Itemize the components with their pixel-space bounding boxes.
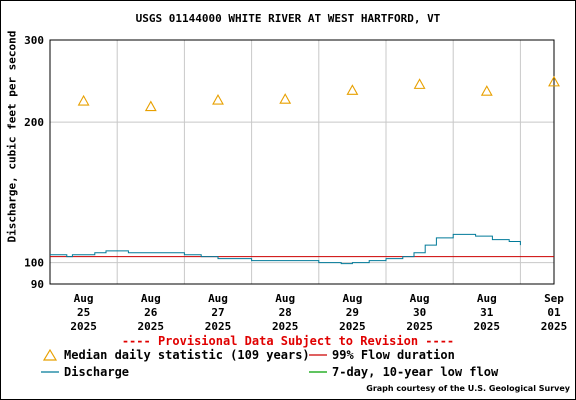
median-marker	[548, 75, 560, 87]
median-marker	[346, 84, 359, 95]
legend-flow-duration: 99% Flow duration	[308, 348, 455, 362]
x-tick-label: 2025	[474, 320, 501, 333]
legend-median: Median daily statistic (109 years)	[40, 348, 310, 362]
discharge-line	[50, 233, 521, 265]
legend-discharge: Discharge	[40, 365, 129, 379]
x-tick-label: Sep	[544, 292, 564, 305]
x-tick-label: 2025	[205, 320, 232, 333]
legend-discharge-label: Discharge	[64, 365, 130, 379]
median-marker	[212, 93, 224, 105]
x-tick-label: 26	[144, 306, 158, 319]
median-marker	[77, 94, 90, 106]
x-tick-label: 2025	[339, 320, 366, 333]
median-marker	[144, 100, 157, 112]
chart-title: USGS 01144000 WHITE RIVER AT WEST HARTFO…	[135, 12, 441, 25]
x-tick-label: Aug	[141, 292, 161, 305]
x-tick-label: Aug	[275, 292, 295, 305]
grid-lines	[50, 39, 554, 285]
x-tick-label: 27	[211, 306, 224, 319]
x-tick-label: Aug	[410, 292, 430, 305]
legend-low-flow: 7-day, 10-year low flow	[308, 365, 498, 379]
x-tick-labels: Aug252025Aug262025Aug272025Aug282025Aug2…	[70, 292, 567, 333]
median-marker	[480, 85, 493, 96]
median-marker	[413, 78, 426, 89]
x-tick-label: 31	[480, 306, 494, 319]
y-tick-label: 90	[31, 278, 44, 291]
x-tick-label: 2025	[272, 320, 299, 333]
median-marker	[279, 93, 292, 104]
x-tick-label: 28	[279, 306, 292, 319]
series-group	[50, 75, 560, 265]
x-tick-label: 2025	[541, 320, 568, 333]
x-tick-label: 2025	[138, 320, 165, 333]
legend-median-label: Median daily statistic (109 years)	[64, 348, 310, 362]
provisional-note: ---- Provisional Data Subject to Revisio…	[121, 334, 455, 348]
x-tick-label: 29	[346, 306, 359, 319]
x-tick-label: Aug	[477, 292, 497, 305]
blue-line-icon	[41, 371, 59, 373]
y-tick-labels: 90 100 200 300	[24, 34, 44, 291]
triangle-icon	[42, 348, 58, 361]
x-tick-label: Aug	[74, 292, 94, 305]
x-tick-label: 25	[77, 306, 90, 319]
x-tick-label: 2025	[70, 320, 97, 333]
plot-area	[49, 39, 555, 285]
red-line-icon	[309, 354, 327, 356]
credit-text: Graph courtesy of the U.S. Geological Su…	[366, 384, 570, 393]
x-tick-label: 30	[413, 306, 426, 319]
legend-low-flow-label: 7-day, 10-year low flow	[332, 365, 499, 379]
legend-flow-duration-label: 99% Flow duration	[332, 348, 455, 362]
x-tick-label: 2025	[406, 320, 433, 333]
x-tick-label: Aug	[208, 292, 228, 305]
green-line-icon	[309, 371, 327, 373]
y-tick-label: 300	[24, 34, 44, 47]
y-tick-label: 200	[24, 116, 44, 129]
x-tick-label: Aug	[342, 292, 362, 305]
x-tick-label: 01	[547, 306, 561, 319]
y-tick-label: 100	[24, 257, 44, 270]
